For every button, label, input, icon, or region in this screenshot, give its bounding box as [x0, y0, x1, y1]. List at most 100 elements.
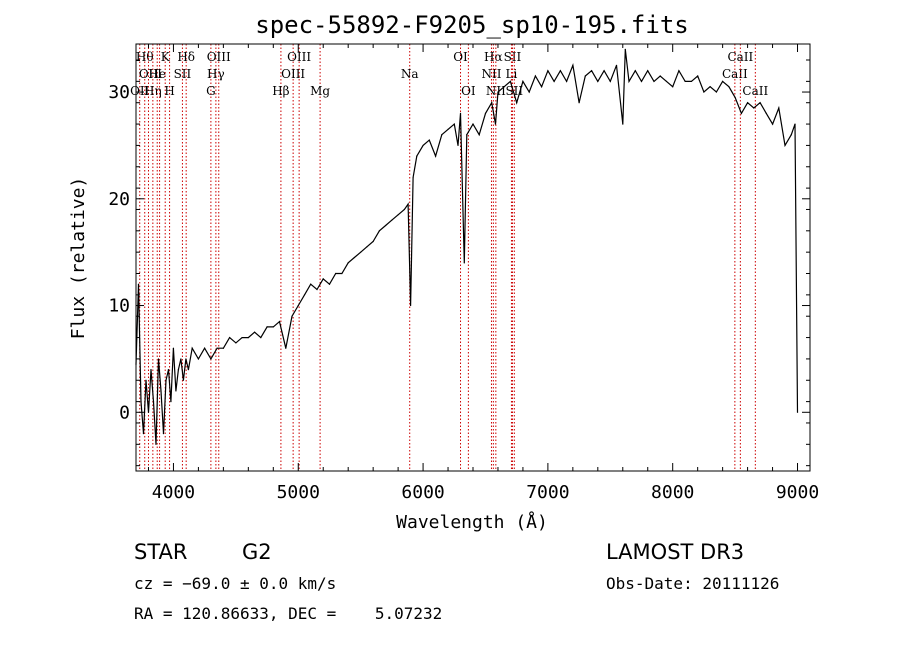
data-point-103: [659, 75, 661, 77]
data-point-21: [187, 368, 190, 371]
data-point-114: [728, 86, 730, 88]
line-marker-label-13: Hβ: [272, 84, 289, 98]
data-point-93: [603, 70, 605, 72]
line-marker-label-11: Hγ: [207, 67, 225, 81]
data-point-91: [590, 70, 593, 72]
redshift-velocity: cz = −69.0 ± 0.0 km/s: [134, 574, 337, 593]
x-tick-label-2: 6000: [401, 482, 444, 503]
line-marker-label-8: SII: [174, 67, 192, 81]
data-point-98: [628, 80, 630, 82]
x-tick-label-4: 8000: [651, 482, 694, 503]
data-point-24: [204, 347, 206, 349]
data-point-111: [709, 86, 711, 88]
data-point-96: [622, 123, 624, 125]
data-point-89: [578, 102, 580, 104]
data-point-124: [790, 134, 792, 136]
data-point-80: [522, 80, 524, 82]
x-axis-label: Wavelength (Å): [396, 511, 548, 533]
data-point-5: [147, 411, 150, 413]
data-point-3: [142, 433, 145, 435]
data-point-13: [167, 368, 170, 371]
data-point-92: [597, 80, 599, 82]
line-marker-label-12: OIII: [207, 50, 231, 64]
data-point-45: [335, 272, 337, 275]
data-point-52: [378, 230, 380, 232]
data-point-87: [566, 80, 568, 82]
data-point-118: [753, 107, 755, 109]
data-point-106: [678, 70, 680, 72]
data-point-120: [765, 112, 767, 114]
data-point-117: [746, 102, 749, 104]
data-point-53: [385, 224, 387, 227]
object-class: STAR: [134, 540, 188, 564]
data-point-90: [584, 75, 586, 77]
data-point-105: [672, 86, 674, 88]
obs-date: Obs-Date: 20111126: [606, 574, 780, 593]
line-marker-label-6: K: [161, 50, 171, 64]
data-point-19: [182, 379, 185, 381]
y-tick-label-3: 30: [108, 82, 130, 103]
line-marker-label-18: OI: [453, 50, 468, 64]
data-point-7: [152, 401, 155, 403]
series-layer: [135, 48, 799, 445]
data-point-44: [328, 283, 331, 285]
data-point-51: [372, 240, 374, 243]
data-point-38: [291, 315, 293, 317]
data-point-97: [624, 48, 626, 50]
data-point-102: [653, 80, 655, 82]
data-point-99: [634, 70, 636, 72]
data-point-119: [759, 102, 761, 104]
data-point-34: [266, 326, 268, 328]
line-marker-label-4: He: [148, 67, 166, 81]
line-markers: OIIHθOIIHηHeIKHSIIHδGHγOIIIHβOIIIOIIIMgN…: [130, 44, 768, 471]
data-point-26: [216, 347, 218, 349]
data-point-28: [229, 336, 231, 339]
data-point-32: [253, 331, 256, 333]
line-marker-label-17: Na: [401, 67, 419, 81]
line-marker-label-1: Hθ: [136, 50, 154, 64]
line-marker-label-2: OII: [139, 67, 159, 81]
line-marker-label-27: CaII: [727, 50, 753, 64]
line-marker-label-7: H: [164, 84, 174, 98]
data-point-122: [778, 107, 780, 109]
data-point-69: [463, 262, 465, 264]
data-point-126: [796, 411, 799, 413]
y-tick-label-2: 20: [108, 189, 130, 210]
data-point-11: [162, 433, 165, 435]
data-point-123: [784, 144, 786, 147]
data-point-46: [341, 272, 343, 275]
y-tick-label-1: 10: [108, 296, 130, 317]
data-point-78: [509, 80, 512, 82]
survey-name: LAMOST DR3: [606, 540, 745, 564]
data-point-86: [559, 70, 561, 72]
line-marker-label-20: NII: [481, 67, 501, 81]
data-point-2: [140, 401, 142, 403]
data-point-18: [180, 358, 182, 360]
data-point-17: [177, 368, 180, 371]
object-subclass: G2: [242, 540, 272, 564]
data-point-75: [494, 123, 497, 125]
data-point-109: [697, 75, 699, 77]
data-point-74: [491, 102, 493, 104]
data-point-71: [472, 123, 474, 125]
data-point-29: [235, 342, 237, 344]
data-point-36: [278, 320, 281, 323]
line-marker-label-10: G: [206, 84, 216, 98]
data-point-39: [297, 304, 299, 307]
line-marker-label-3: Hη: [144, 84, 162, 98]
data-point-9: [157, 358, 160, 360]
data-point-58: [409, 304, 412, 307]
data-point-125: [794, 123, 796, 125]
data-point-85: [553, 80, 555, 82]
data-point-25: [210, 358, 212, 360]
data-point-95: [615, 64, 618, 66]
data-point-50: [366, 246, 368, 248]
line-marker-label-5: I: [157, 67, 162, 81]
data-point-57: [407, 203, 409, 205]
coordinates: RA = 120.86633, DEC = 5.07232: [134, 604, 443, 623]
data-point-35: [272, 326, 274, 328]
data-point-14: [170, 401, 172, 403]
data-point-23: [197, 358, 200, 360]
data-point-79: [516, 102, 518, 104]
